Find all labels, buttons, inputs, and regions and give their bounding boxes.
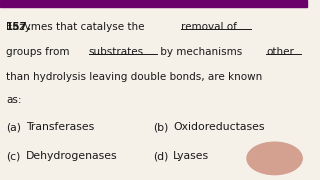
Text: removal of: removal of (181, 22, 237, 32)
Text: than hydrolysis leaving double bonds, are known: than hydrolysis leaving double bonds, ar… (6, 72, 262, 82)
Text: (b): (b) (153, 122, 169, 132)
Text: Enzymes that catalyse the: Enzymes that catalyse the (6, 22, 148, 32)
Text: (d): (d) (153, 151, 169, 161)
Text: Transferases: Transferases (26, 122, 94, 132)
Text: as:: as: (6, 95, 22, 105)
Bar (0, 0, 307, 7)
Text: 157.: 157. (6, 22, 32, 32)
Text: (c): (c) (6, 151, 20, 161)
Text: groups from: groups from (6, 47, 73, 57)
Text: by mechanisms: by mechanisms (157, 47, 245, 57)
Text: Dehydrogenases: Dehydrogenases (26, 151, 118, 161)
Text: Oxidoreductases: Oxidoreductases (173, 122, 265, 132)
Text: substrates: substrates (89, 47, 144, 57)
Circle shape (247, 142, 302, 175)
Text: (a): (a) (6, 122, 21, 132)
Text: Lyases: Lyases (173, 151, 210, 161)
Text: other: other (266, 47, 294, 57)
